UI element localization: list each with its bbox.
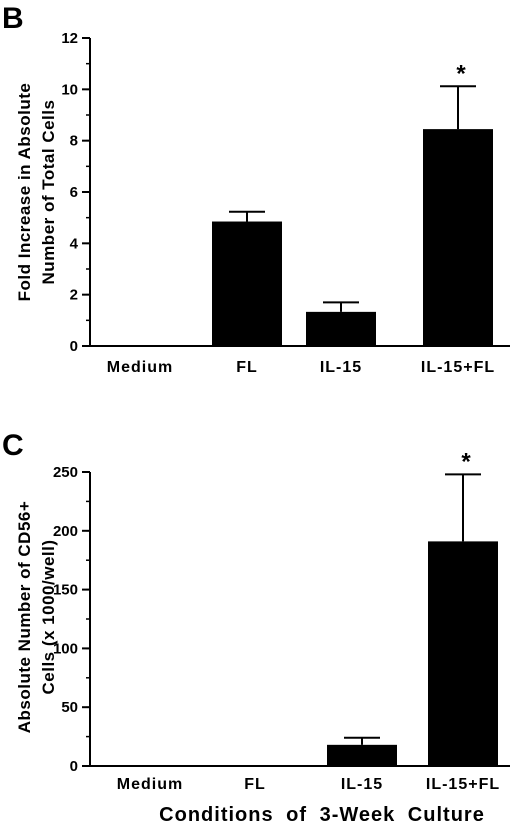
y-tick-label: 150 [53, 582, 78, 599]
y-tick-label: 2 [70, 287, 78, 304]
bar-fl [212, 221, 282, 346]
x-category-label: FL [236, 359, 258, 376]
x-category-label: IL-15 [341, 776, 383, 793]
panel-letter: C [2, 429, 24, 462]
x-category-label: FL [244, 776, 266, 793]
y-tick-label: 250 [53, 464, 78, 481]
x-axis-title: Conditions of 3-Week Culture [159, 804, 485, 826]
x-category-label: IL-15+FL [421, 359, 495, 376]
y-axis-title-line: Cells (x 1000/well) [39, 539, 58, 694]
y-tick-label: 12 [61, 30, 78, 47]
chart-panel-c: C 0 50 100 150 200 250 Absolute Number of CD56+… [2, 429, 510, 826]
y-tick-label: 0 [70, 338, 78, 355]
y-tick-label: 0 [70, 758, 78, 775]
x-category-label: IL-15+FL [426, 776, 500, 793]
y-axis-title-line: Absolute Number of CD56+ [15, 501, 34, 734]
x-category-label: Medium [107, 359, 173, 376]
panel-letter: B [2, 2, 24, 35]
bar-il-15 [327, 744, 397, 766]
y-tick-label: 100 [53, 640, 78, 657]
y-tick-label: 200 [53, 523, 78, 540]
y-axis-title-line: Fold Increase in Absolute [15, 83, 34, 302]
x-category-label: Medium [117, 776, 183, 793]
y-tick-label: 6 [70, 184, 78, 201]
y-tick-label: 4 [70, 235, 79, 252]
y-tick-label: 50 [61, 699, 78, 716]
y-tick-label: 10 [61, 81, 78, 98]
bar-il-15 [306, 311, 376, 346]
significance-marker: * [456, 60, 466, 87]
chart-panel-b: B 0 2 4 6 8 10 12 Fold Increase in Absolute Numbe… [2, 2, 510, 376]
x-category-label: IL-15 [320, 359, 362, 376]
bar-il-15-fl [428, 541, 498, 766]
significance-marker: * [461, 448, 471, 475]
y-axis-title-line: Number of Total Cells [39, 100, 58, 285]
y-tick-label: 8 [70, 133, 78, 150]
bar-il-15-fl [423, 129, 493, 346]
